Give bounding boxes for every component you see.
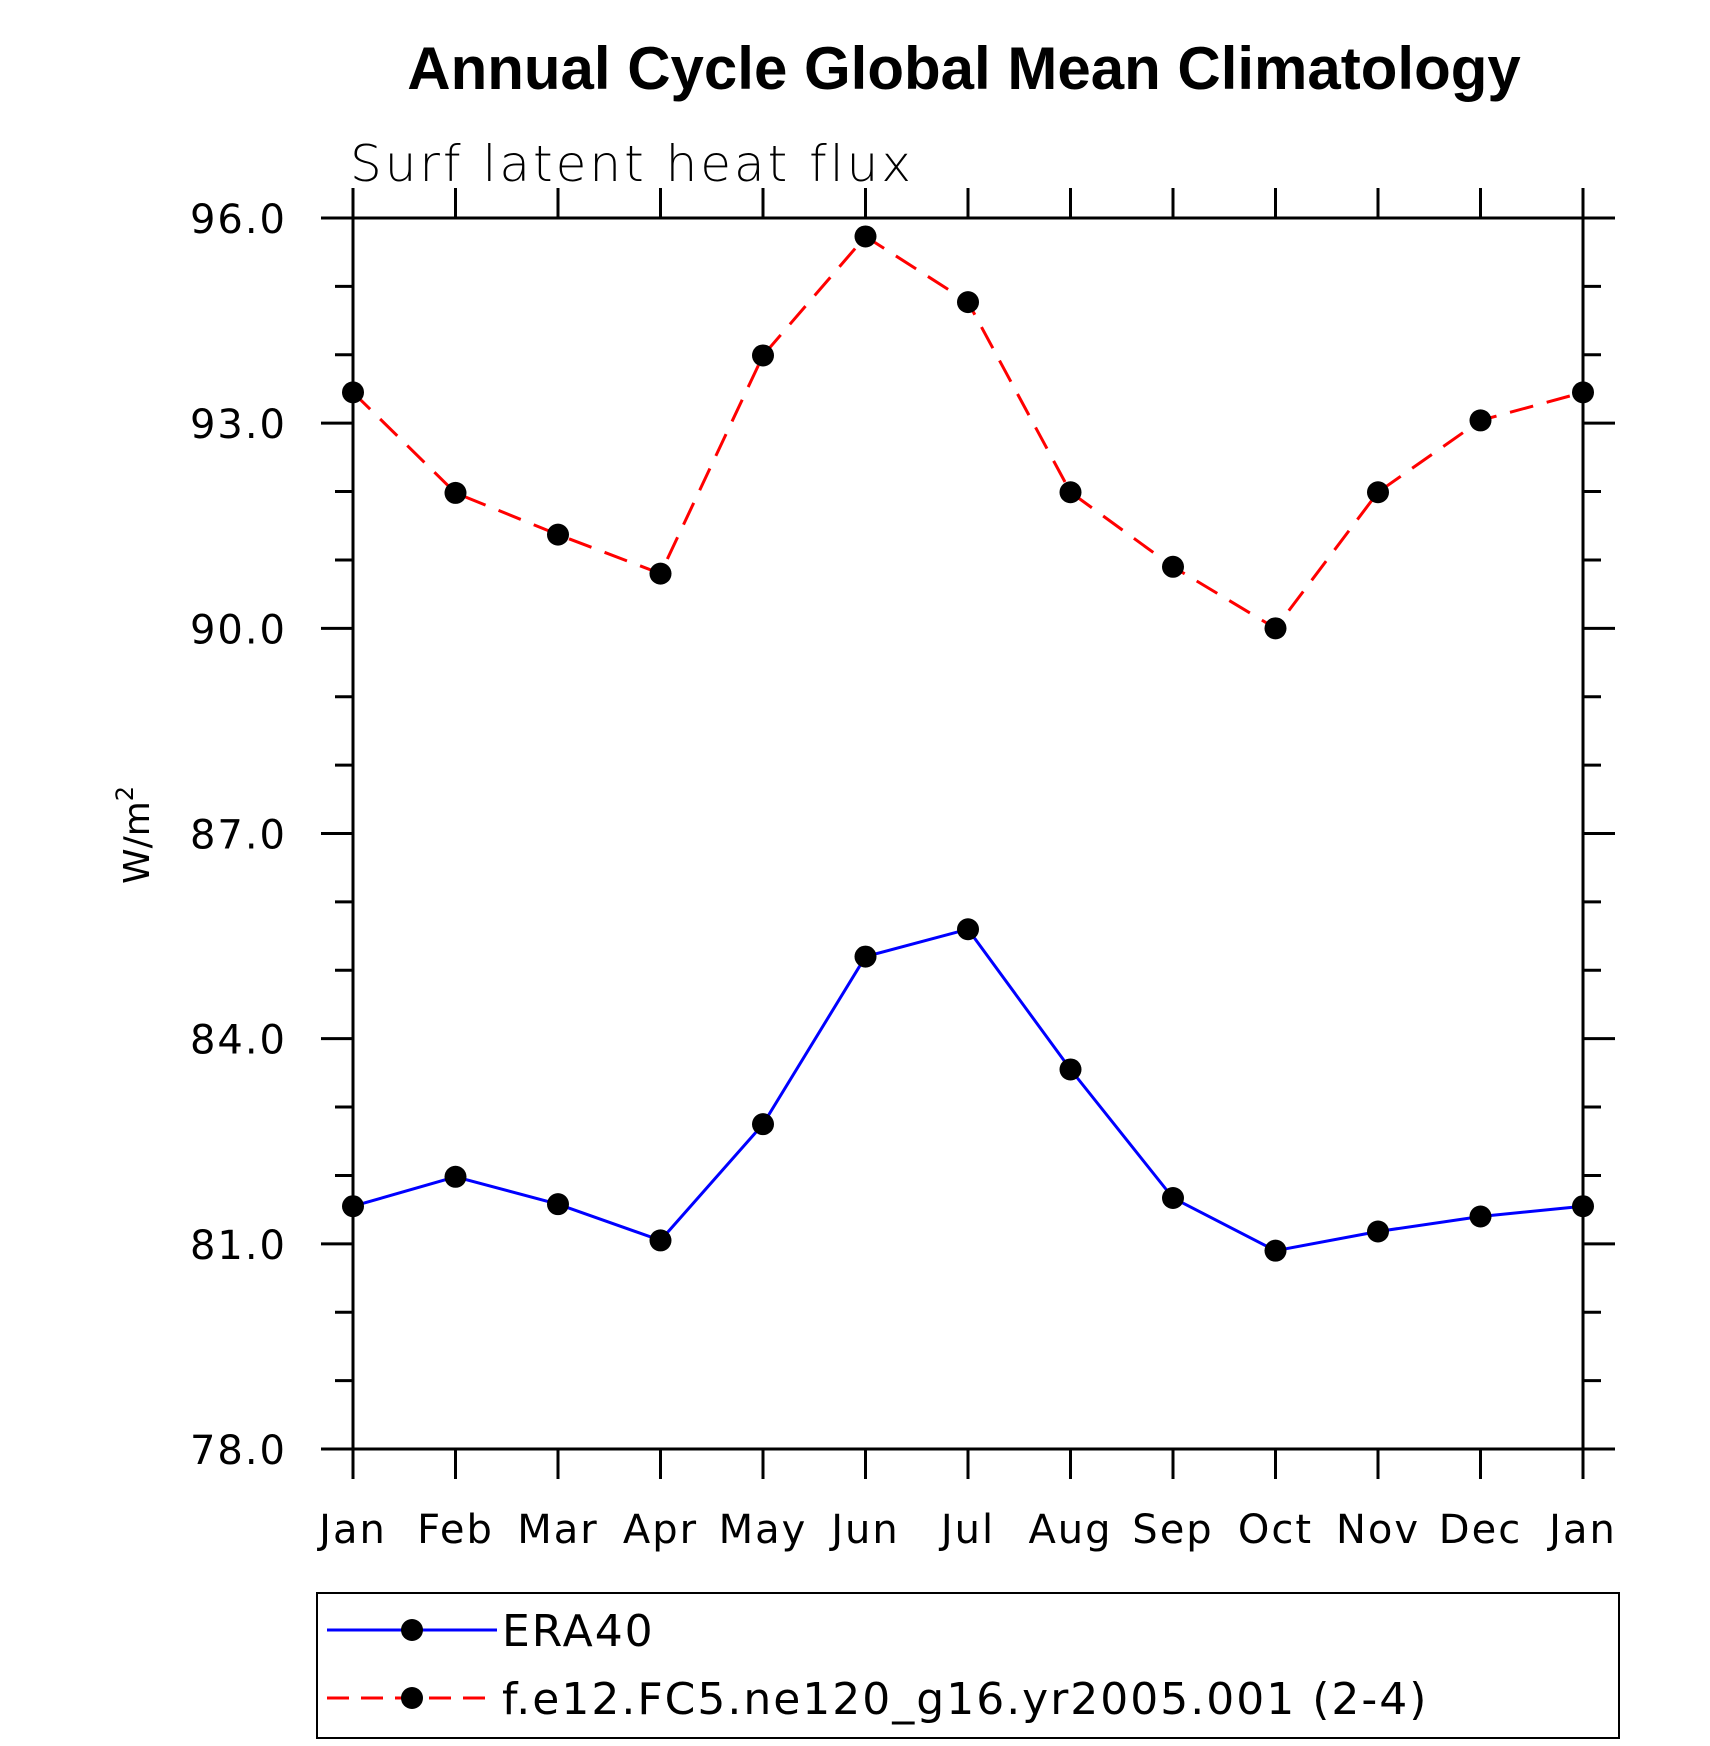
chart-subtitle: Surf latent heat flux <box>350 135 914 193</box>
series-1-point <box>1469 409 1492 432</box>
series-0-point <box>1264 1239 1287 1262</box>
plot-axes <box>321 188 1615 1479</box>
series-0-point <box>1469 1205 1492 1228</box>
series-1-point <box>1264 617 1287 640</box>
series-0-point <box>1162 1187 1184 1210</box>
legend-label-0: ERA40 <box>502 1606 655 1657</box>
series-0-point <box>854 945 877 968</box>
series-1-point <box>649 562 672 585</box>
x-tick-label: Oct <box>1238 1507 1313 1553</box>
series-1-point <box>342 381 364 404</box>
y-axis-label-superscript: 2 <box>111 786 139 801</box>
x-tick-label: Mar <box>517 1507 598 1553</box>
y-tick-label: 87.0 <box>190 813 287 859</box>
x-tick-label: Dec <box>1439 1507 1522 1553</box>
x-tick-label: Sep <box>1132 1507 1213 1553</box>
series-1-point <box>1367 481 1389 504</box>
y-tick-label: 84.0 <box>190 1018 287 1064</box>
series-1-point <box>1059 481 1082 504</box>
series-1-point <box>854 225 877 248</box>
series-layer <box>342 225 1594 1262</box>
chart-title: Annual Cycle Global Mean Climatology <box>407 35 1521 102</box>
series-1-point <box>1162 555 1184 578</box>
series-0-point <box>752 1113 774 1136</box>
legend-label-1: f.e12.FC5.ne120_g16.yr2005.001 (2-4) <box>502 1674 1428 1725</box>
series-1-point <box>957 291 979 314</box>
series-1-point <box>547 523 569 546</box>
y-axis-label-text: W/m <box>117 801 158 884</box>
plot-frame <box>351 216 1585 1451</box>
x-tick-label: Jan <box>316 1507 387 1553</box>
series-1-point <box>1572 381 1594 404</box>
series-0-point <box>1367 1220 1389 1243</box>
y-tick-label: 93.0 <box>190 402 287 448</box>
y-axis-label: W/m2 <box>111 786 158 884</box>
series-line-0 <box>352 927 1584 1253</box>
y-tick-label: 90.0 <box>190 607 287 653</box>
legend-box <box>316 1592 1620 1739</box>
x-tick-label: Aug <box>1028 1507 1112 1553</box>
series-0-point <box>547 1193 569 1216</box>
x-tick-label: Apr <box>623 1507 698 1553</box>
series-0-point <box>444 1165 467 1188</box>
y-tick-label: 96.0 <box>190 197 287 243</box>
y-tick-label: 81.0 <box>190 1223 287 1269</box>
tick-labels: 78.0 81.0 84.0 87.0 90.0 93.0 96.0 Jan Feb Mar Apr… <box>190 197 1617 1553</box>
x-tick-label: Jul <box>938 1507 995 1553</box>
x-tick-label: Feb <box>417 1507 494 1553</box>
x-tick-label: Nov <box>1336 1507 1420 1553</box>
y-tick-label: 78.0 <box>190 1428 287 1474</box>
series-0-point <box>1572 1195 1594 1218</box>
series-1-point <box>752 344 774 367</box>
series-0-point <box>342 1195 364 1218</box>
series-0-point <box>1059 1058 1082 1081</box>
legend-marker-1 <box>401 1687 423 1709</box>
x-tick-label: Jan <box>1546 1507 1617 1553</box>
series-0-point <box>649 1229 672 1252</box>
legend: ERA40 f.e12.FC5.ne120_g16.yr2005.001 (2-4… <box>316 1592 1620 1739</box>
series-0-point <box>957 918 979 941</box>
x-tick-label: Jun <box>828 1507 900 1553</box>
x-tick-label: May <box>719 1507 808 1553</box>
legend-marker-0 <box>401 1619 423 1641</box>
series-1-point <box>444 481 467 504</box>
svg-text:W/m2: W/m2 <box>111 786 158 884</box>
